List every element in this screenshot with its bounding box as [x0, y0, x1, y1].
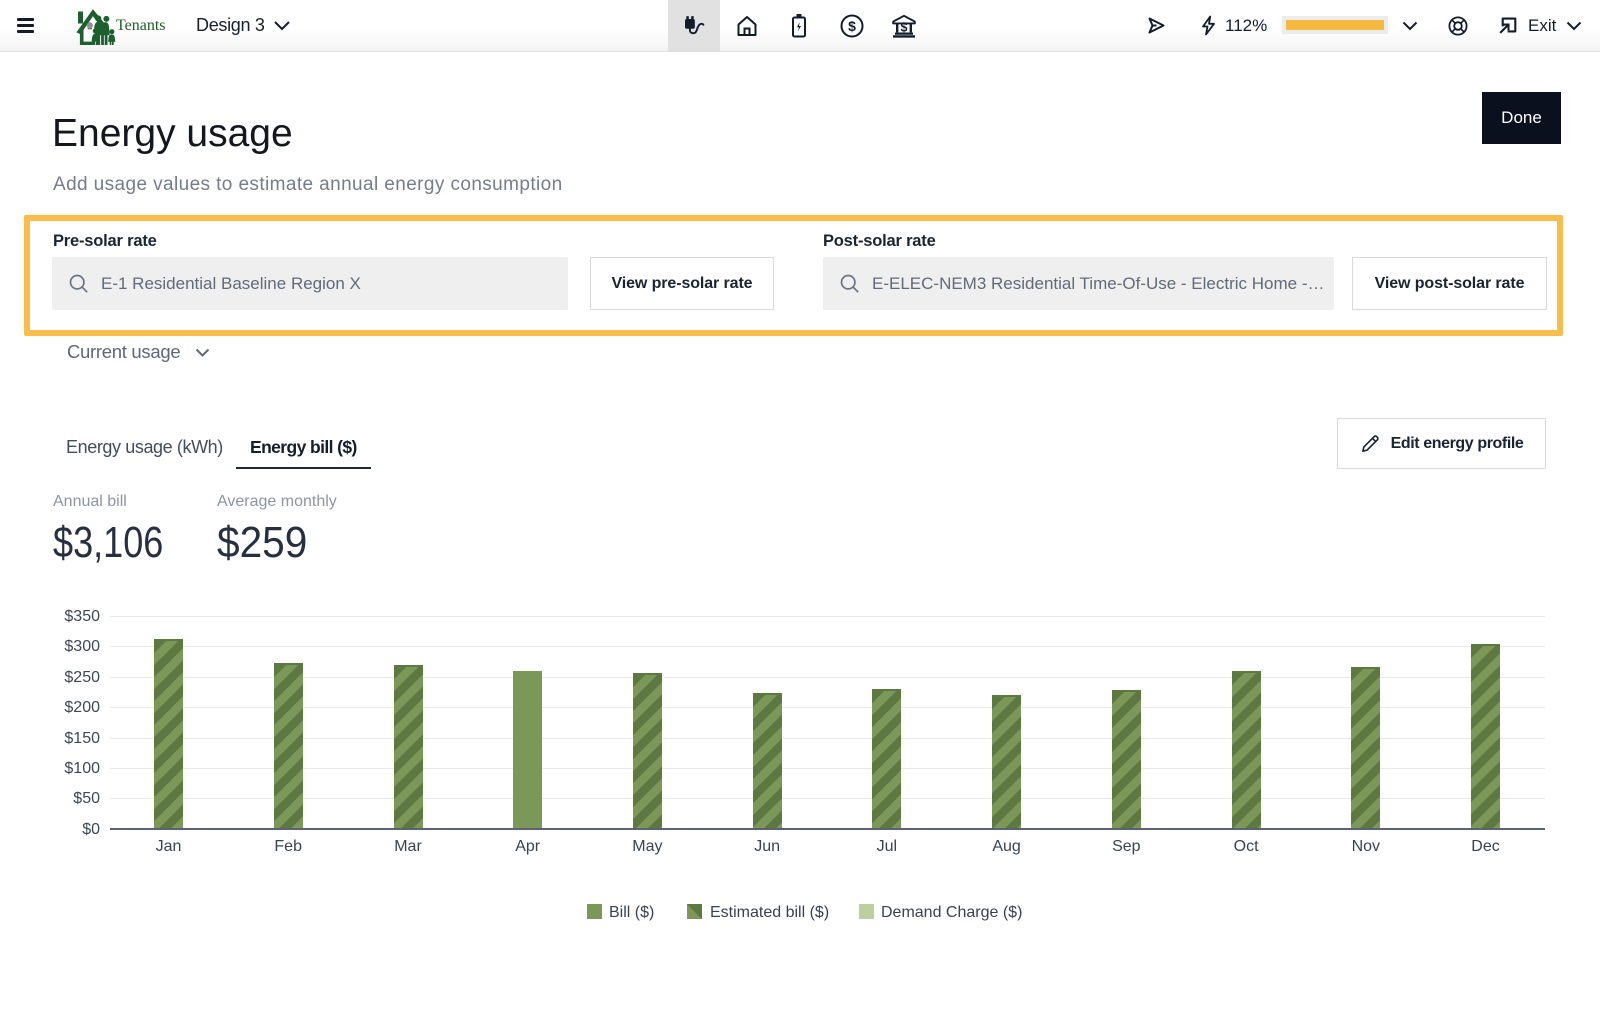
svg-text:$: $ — [901, 21, 908, 35]
svg-text:$: $ — [848, 18, 856, 34]
